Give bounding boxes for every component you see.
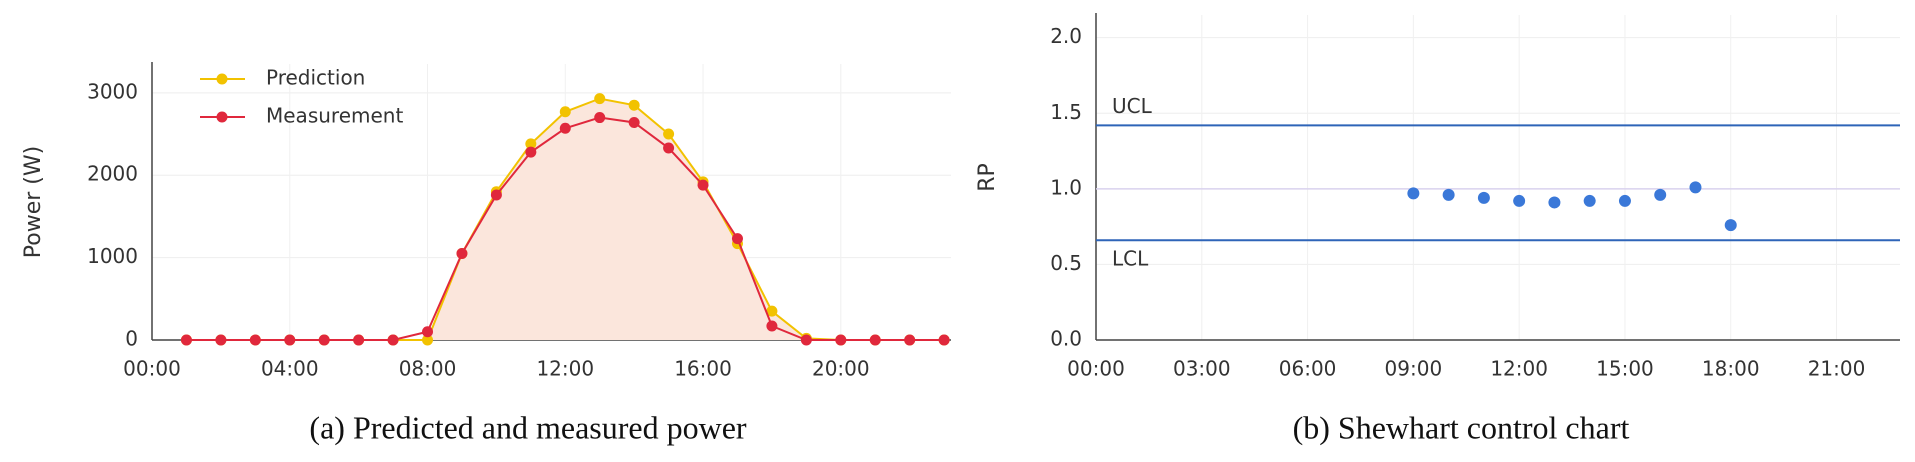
y-tick-label: 1000 [87, 244, 138, 268]
x-tick-label: 06:00 [1279, 357, 1337, 381]
legend-label: Measurement [266, 104, 403, 128]
y-tick-label: 2.0 [1050, 24, 1082, 48]
point [215, 334, 227, 346]
y-axis-label: RP [975, 163, 1000, 192]
x-tick-label: 04:00 [261, 357, 319, 381]
point [1548, 196, 1561, 209]
control-limit-label: UCL [1112, 94, 1153, 118]
point [525, 138, 537, 150]
y-tick-label: 1.5 [1050, 100, 1082, 124]
point [904, 334, 916, 346]
point [1654, 188, 1667, 201]
y-tick-label: 1.0 [1050, 175, 1082, 199]
y-tick-label: 0.5 [1050, 251, 1082, 275]
point [766, 305, 778, 317]
point [1442, 188, 1455, 201]
point [800, 334, 812, 346]
x-tick-label: 18:00 [1702, 357, 1760, 381]
point [663, 128, 675, 140]
point [1513, 194, 1526, 207]
x-tick-label: 21:00 [1808, 357, 1866, 381]
legend-dot [216, 73, 228, 85]
point [422, 334, 434, 346]
point [249, 334, 261, 346]
control-limit-label: LCL [1112, 247, 1149, 271]
point [1477, 191, 1490, 204]
point [869, 334, 881, 346]
caption: (b) Shewhart control chart [1293, 409, 1630, 445]
area [186, 98, 945, 340]
point [731, 233, 743, 245]
x-tick-label: 03:00 [1173, 357, 1231, 381]
caption: (a) Predicted and measured power [309, 409, 746, 445]
y-tick-label: 2000 [87, 162, 138, 186]
point [284, 334, 296, 346]
point [697, 179, 709, 191]
point [456, 247, 468, 259]
point [1583, 194, 1596, 207]
point [1618, 194, 1631, 207]
point [663, 142, 675, 154]
point [628, 99, 640, 111]
point [1689, 181, 1702, 194]
x-tick-label: 12:00 [1490, 357, 1548, 381]
x-tick-label: 00:00 [123, 357, 181, 381]
point [766, 320, 778, 332]
x-tick-label: 16:00 [674, 357, 732, 381]
legend-label: Prediction [266, 66, 365, 90]
point [525, 146, 537, 158]
point [1724, 219, 1737, 232]
x-tick-label: 12:00 [536, 357, 594, 381]
point [559, 106, 571, 118]
point [490, 189, 502, 201]
point [559, 122, 571, 134]
y-axis-label: Power (W) [21, 146, 46, 258]
y-tick-label: 3000 [87, 79, 138, 103]
point [835, 334, 847, 346]
point [594, 93, 606, 105]
x-tick-label: 08:00 [399, 357, 457, 381]
x-tick-label: 00:00 [1067, 357, 1125, 381]
point [628, 116, 640, 128]
point [594, 112, 606, 124]
y-tick-label: 0 [125, 327, 138, 351]
point [387, 334, 399, 346]
x-tick-label: 20:00 [812, 357, 870, 381]
point [318, 334, 330, 346]
x-tick-label: 09:00 [1385, 357, 1443, 381]
point [422, 326, 434, 338]
point [1407, 187, 1420, 200]
point [180, 334, 192, 346]
point [938, 334, 950, 346]
x-tick-label: 15:00 [1596, 357, 1654, 381]
point [353, 334, 365, 346]
legend-dot [216, 111, 228, 123]
y-tick-label: 0.0 [1050, 327, 1082, 351]
